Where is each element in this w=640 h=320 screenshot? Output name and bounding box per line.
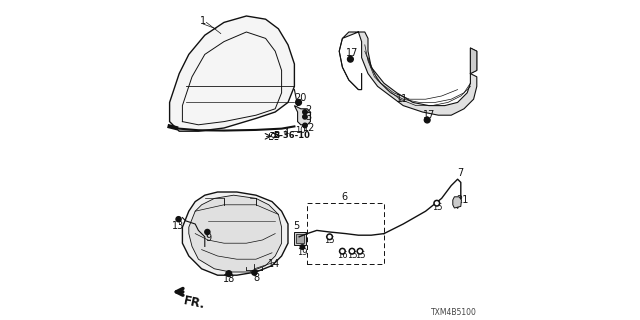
Text: 18: 18: [223, 274, 235, 284]
Circle shape: [303, 123, 307, 128]
Text: 5: 5: [293, 220, 299, 231]
Text: 15: 15: [324, 236, 335, 245]
Bar: [294, 232, 306, 245]
Bar: [307, 203, 384, 264]
Circle shape: [176, 217, 181, 222]
Circle shape: [349, 248, 355, 254]
Circle shape: [351, 250, 353, 252]
Text: 15: 15: [432, 203, 443, 212]
Text: 17: 17: [422, 110, 435, 120]
Circle shape: [303, 110, 307, 114]
Circle shape: [205, 229, 210, 235]
Text: 7: 7: [458, 168, 464, 178]
Polygon shape: [189, 195, 282, 272]
Circle shape: [226, 271, 232, 276]
Bar: [269, 132, 278, 139]
Text: 8: 8: [253, 273, 259, 283]
Text: 12: 12: [303, 123, 315, 133]
Circle shape: [300, 245, 305, 249]
Text: B-36-10: B-36-10: [273, 131, 310, 140]
Circle shape: [341, 250, 344, 252]
Polygon shape: [182, 192, 288, 275]
Polygon shape: [453, 197, 461, 208]
Polygon shape: [294, 106, 310, 125]
Text: 21: 21: [456, 195, 468, 205]
Circle shape: [252, 270, 257, 275]
Circle shape: [424, 117, 430, 123]
Text: 20: 20: [294, 92, 307, 103]
Text: 17: 17: [346, 48, 359, 58]
Polygon shape: [342, 32, 477, 115]
Circle shape: [348, 56, 353, 62]
Circle shape: [357, 248, 363, 254]
Circle shape: [358, 250, 362, 252]
Circle shape: [435, 202, 438, 204]
Circle shape: [303, 115, 307, 119]
Text: 9: 9: [205, 233, 211, 244]
Polygon shape: [470, 48, 477, 74]
Circle shape: [296, 100, 301, 105]
Text: 13: 13: [172, 220, 185, 231]
Text: 16: 16: [337, 251, 348, 260]
Text: 6: 6: [341, 192, 347, 202]
Circle shape: [339, 248, 346, 254]
Bar: [296, 234, 304, 243]
Text: 4: 4: [284, 128, 289, 137]
Text: TXM4B5100: TXM4B5100: [431, 308, 477, 317]
Circle shape: [434, 200, 440, 206]
Text: 14: 14: [268, 259, 280, 269]
Circle shape: [328, 236, 331, 238]
Text: 10: 10: [295, 126, 305, 135]
Text: 1: 1: [200, 16, 206, 26]
Text: FR.: FR.: [182, 294, 206, 311]
Text: 19: 19: [297, 248, 308, 257]
Text: 2: 2: [306, 105, 312, 116]
Text: 11: 11: [396, 94, 408, 104]
Polygon shape: [170, 16, 294, 131]
Text: 15: 15: [355, 251, 365, 260]
Circle shape: [327, 234, 333, 240]
Text: 3: 3: [306, 112, 312, 122]
Text: 15: 15: [347, 251, 357, 260]
